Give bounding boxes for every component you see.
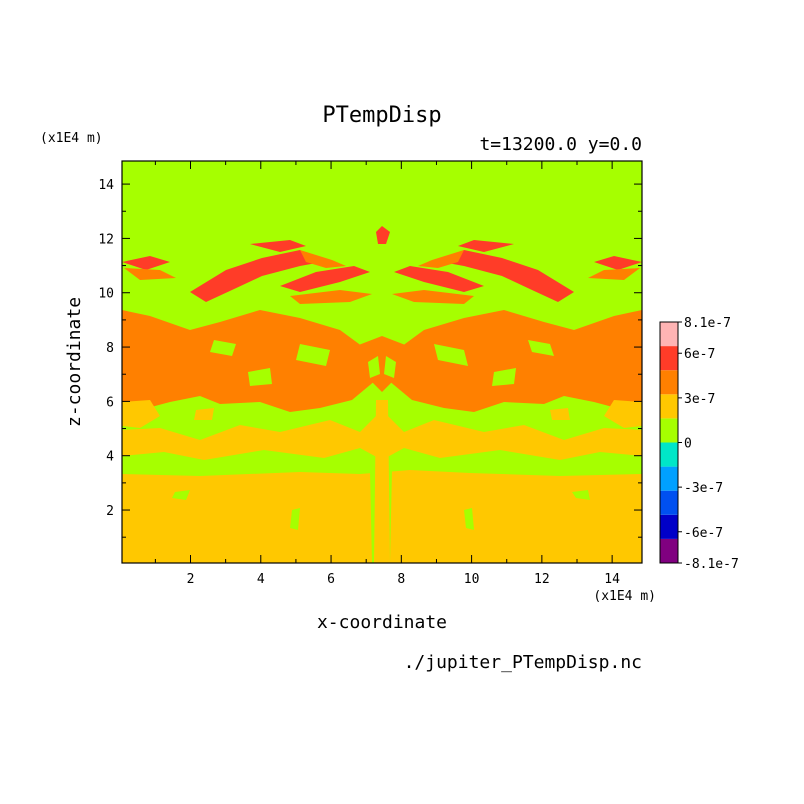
colorbar-label: -6e-7 <box>684 526 723 541</box>
y-tick-label: 4 <box>106 450 114 465</box>
chart-title: PTempDisp <box>322 103 441 128</box>
x-tick-label: 12 <box>534 572 550 587</box>
x-tick-label: 4 <box>257 572 265 587</box>
colorbar-swatch <box>660 466 678 491</box>
y-axis-ticks: 2 4 6 8 10 12 14 <box>98 178 642 538</box>
x-tick-label: 8 <box>397 572 405 587</box>
x-axis-label: x-coordinate <box>317 612 447 633</box>
x-tick-label: 14 <box>604 572 620 587</box>
heatmap-field <box>122 161 642 563</box>
colorbar-swatch <box>660 322 678 347</box>
x-axis-ticks: 2 4 6 8 10 12 14 <box>154 161 620 587</box>
colorbar-label: -3e-7 <box>684 481 723 496</box>
colorbar-swatch <box>660 514 678 539</box>
y-unit-label: (x1E4 m) <box>40 131 103 146</box>
y-tick-label: 6 <box>106 395 114 410</box>
x-tick-label: 2 <box>187 572 195 587</box>
colorbar-swatch <box>660 418 678 443</box>
colorbar-label: 8.1e-7 <box>684 316 731 331</box>
region-amber-stem <box>374 400 390 563</box>
colorbar-label: 3e-7 <box>684 392 715 407</box>
y-tick-label: 10 <box>98 287 114 302</box>
y-tick-label: 12 <box>98 232 114 247</box>
x-tick-label: 10 <box>464 572 480 587</box>
plot-frame: 2 4 6 8 10 12 14 2 4 6 8 10 12 14 <box>98 160 643 587</box>
source-file-label: ./jupiter_PTempDisp.nc <box>404 652 642 673</box>
region-orange-left <box>122 310 376 420</box>
colorbar-swatch <box>660 442 678 467</box>
region-red-top <box>376 226 390 244</box>
colorbar-swatch <box>660 394 678 419</box>
y-axis-label: z-coordinate <box>64 297 85 427</box>
y-tick-label: 2 <box>106 504 114 519</box>
region-orange-right <box>388 310 642 420</box>
colorbar-swatch <box>660 370 678 395</box>
colorbar-swatch <box>660 490 678 515</box>
y-tick-label: 14 <box>98 178 114 193</box>
y-tick-label: 8 <box>106 341 114 356</box>
x-unit-label: (x1E4 m) <box>593 589 656 604</box>
colorbar: 8.1e-7 6e-7 3e-7 0 -3e-7 -6e-7 -8.1e-7 <box>659 316 739 572</box>
colorbar-label: -8.1e-7 <box>684 557 739 572</box>
region-orange-center <box>356 336 408 392</box>
colorbar-swatch <box>660 346 678 371</box>
chart-subtitle: t=13200.0 y=0.0 <box>479 134 642 155</box>
x-tick-label: 6 <box>327 572 335 587</box>
colorbar-label: 0 <box>684 437 692 452</box>
colorbar-swatch <box>660 538 678 563</box>
colorbar-label: 6e-7 <box>684 347 715 362</box>
